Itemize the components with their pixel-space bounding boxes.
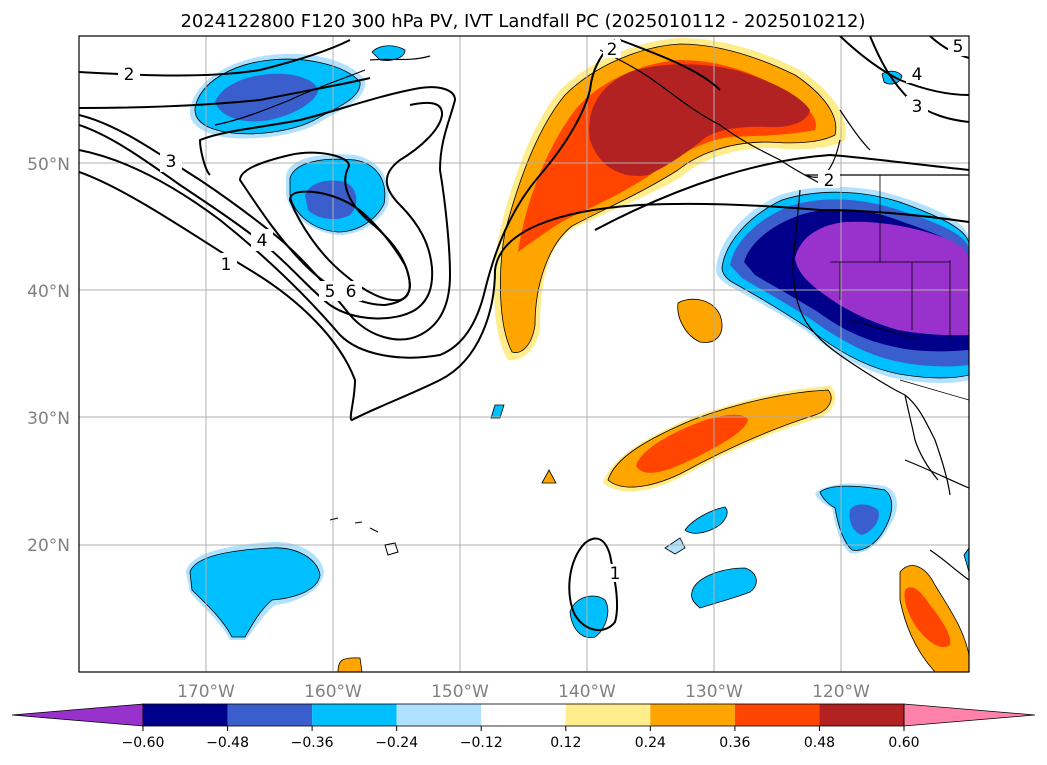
colorbar-tick-label: 0.12: [550, 735, 581, 751]
pv-contour-2a: [79, 39, 616, 359]
colorbar-tick-label: −0.12: [460, 735, 503, 751]
pv-contour-labels: 2 3 1 4 5 6 2 4 3 5 1 2: [118, 37, 968, 584]
pv-label-2: 2: [124, 65, 135, 85]
grid-lines: [79, 36, 969, 672]
lat-tick: 20°N: [27, 536, 70, 556]
hawaii-islands: [329, 517, 399, 556]
map-area: 2 3 1 4 5 6 2 4 3 5 1 2: [79, 36, 969, 672]
lat-tick: 30°N: [27, 409, 70, 429]
colorbar-segment: [312, 704, 397, 726]
pv-label-3-east: 3: [912, 97, 923, 117]
colorbar-tick-label: 0.60: [888, 735, 919, 751]
colorbar-tick-label: −0.36: [291, 735, 334, 751]
pv-label-4: 4: [257, 231, 268, 251]
anomaly-20n-small: [664, 537, 686, 555]
pv-contour-3: [79, 86, 457, 341]
lon-tick: 130°W: [685, 682, 743, 702]
pv-contour-ne-4: [839, 36, 969, 96]
pv-label-6: 6: [346, 282, 357, 302]
alaska-coast: [214, 49, 826, 187]
pv-label-5-east: 5: [953, 37, 964, 57]
colorbar-tick-label: 0.36: [719, 735, 750, 751]
anomaly-22n: [684, 506, 728, 534]
pv-label-4-east: 4: [912, 65, 923, 85]
colorbar-tick-label: −0.48: [206, 735, 249, 751]
colorbar-segment: [227, 704, 313, 726]
colorbar: −0.60 −0.48 −0.36 −0.24 −0.12 0.12 0.24 0.36 0.4…: [11, 703, 1036, 751]
lon-tick: 140°W: [558, 682, 616, 702]
colorbar-tick-label: −0.24: [375, 735, 418, 751]
pv-label-1-tropical: 1: [610, 564, 621, 584]
pv-contour-4: [79, 101, 444, 320]
lat-tick: 50°N: [27, 155, 70, 175]
lon-tick: 160°W: [304, 682, 362, 702]
colorbar-frame: [142, 703, 905, 727]
colorbar-extend-max: [903, 703, 1036, 727]
pv-contour-ne-5: [929, 36, 969, 59]
anomaly-30n-red: [636, 414, 748, 473]
chart-title: 2024122800 F120 300 hPa PV, IVT Landfall…: [180, 11, 865, 32]
pv-label-1: 1: [221, 255, 232, 275]
pv-contour-tropical-1: [568, 537, 619, 631]
colorbar-segment: [565, 704, 651, 726]
colorbar-tick-label: 0.48: [804, 735, 835, 751]
colorbar-segment: [819, 704, 904, 726]
anomaly-23n-blue: [849, 504, 879, 535]
anomaly-hawaii-south: [337, 657, 363, 672]
anomaly-58n: [371, 45, 406, 61]
colorbar-tick-label: −0.60: [122, 735, 165, 751]
lon-tick: 150°W: [431, 682, 489, 702]
pv-label-3: 3: [166, 152, 177, 172]
anomaly-mexico-red: [904, 587, 951, 648]
anomaly-right-edge: [963, 547, 969, 573]
lat-tick: 40°N: [27, 282, 70, 302]
anomaly-gulf-alaska-darkred: [589, 64, 810, 176]
pv-contour-1: [79, 171, 969, 422]
anomaly-14n: [569, 595, 609, 638]
pv-label-2-north: 2: [607, 40, 618, 60]
anomaly-38n: [677, 298, 723, 343]
anomaly-hawaii-west-cyan: [189, 547, 321, 638]
lon-tick: 120°W: [812, 682, 870, 702]
lat-tick-labels: 20°N 30°N 40°N 50°N: [27, 155, 70, 556]
lon-tick: 170°W: [177, 682, 235, 702]
colorbar-extend-min: [11, 703, 144, 727]
coastlines: [214, 49, 969, 581]
lon-tick-labels: 170°W 160°W 150°W 140°W 130°W 120°W: [177, 682, 870, 702]
map-frame: [78, 35, 970, 673]
mexico-coast: [904, 459, 969, 581]
colorbar-segment: [734, 704, 820, 726]
anomaly-47n-blue: [305, 180, 357, 220]
colorbar-segment: [396, 704, 482, 726]
pv-label-2-east: 2: [824, 171, 835, 191]
colorbar-segment: [143, 704, 228, 726]
positive-anomaly-fill: [337, 38, 969, 672]
us-west-coast: [792, 189, 951, 496]
pv-label-5: 5: [325, 282, 336, 302]
anomaly-small-26n: [541, 469, 557, 484]
anomaly-bering-blue: [215, 73, 318, 122]
anomaly-16n: [691, 567, 757, 609]
pv-contour-6: [288, 190, 411, 302]
anomaly-west-us-purple: [795, 221, 969, 336]
colorbar-segment: [481, 704, 566, 726]
colorbar-tick-label: 0.24: [635, 735, 666, 751]
colorbar-segment: [650, 704, 735, 726]
anomaly-31n: [490, 404, 505, 419]
